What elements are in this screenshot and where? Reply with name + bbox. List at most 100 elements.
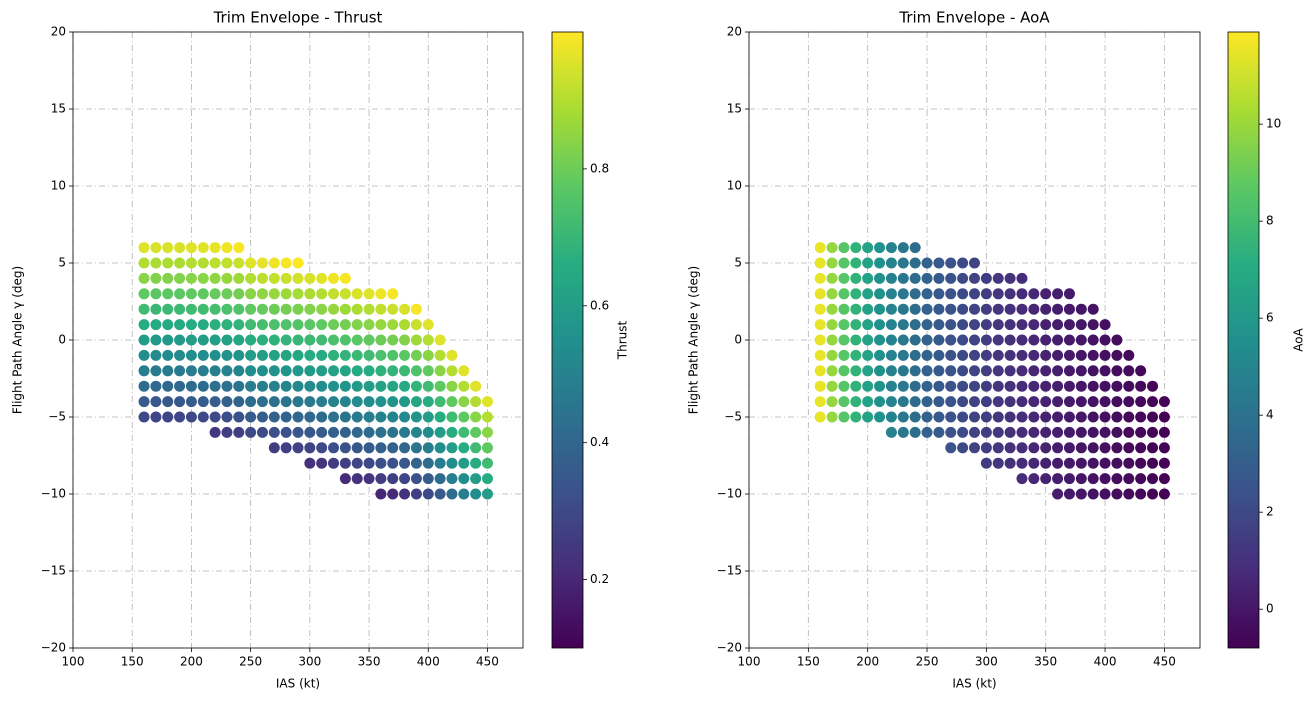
point: [162, 396, 174, 408]
point: [470, 457, 482, 469]
point: [256, 396, 268, 408]
point: [909, 242, 921, 254]
point: [185, 303, 197, 315]
x-tick-label: 100: [62, 655, 85, 669]
point: [1052, 396, 1064, 408]
point: [351, 380, 363, 392]
point: [221, 319, 233, 331]
point: [992, 457, 1004, 469]
point: [1004, 411, 1016, 423]
point: [256, 334, 268, 346]
point: [245, 365, 257, 377]
y-tick-label: 10: [51, 179, 66, 193]
point: [280, 442, 292, 454]
point: [862, 319, 874, 331]
point: [1111, 426, 1123, 438]
point: [1063, 365, 1075, 377]
point: [446, 396, 458, 408]
point: [1004, 272, 1016, 284]
point: [980, 426, 992, 438]
colorbar-tick-label: 8: [1266, 214, 1274, 228]
point: [862, 349, 874, 361]
point: [197, 349, 209, 361]
point: [174, 334, 186, 346]
point: [1016, 380, 1028, 392]
point: [814, 257, 826, 269]
point: [945, 426, 957, 438]
point: [292, 288, 304, 300]
point: [1135, 457, 1147, 469]
point: [221, 288, 233, 300]
point: [838, 334, 850, 346]
point: [909, 349, 921, 361]
point: [885, 257, 897, 269]
point: [885, 365, 897, 377]
point: [1052, 319, 1064, 331]
colorbar: [1228, 32, 1259, 648]
point: [410, 365, 422, 377]
colorbar-tick-label: 0.8: [590, 161, 609, 175]
point: [256, 380, 268, 392]
point: [1099, 473, 1111, 485]
point: [197, 411, 209, 423]
point: [292, 257, 304, 269]
point: [268, 257, 280, 269]
point: [1087, 365, 1099, 377]
point: [387, 396, 399, 408]
point: [221, 349, 233, 361]
point: [814, 334, 826, 346]
point: [387, 411, 399, 423]
point: [256, 272, 268, 284]
point: [174, 272, 186, 284]
point: [209, 272, 221, 284]
point: [233, 257, 245, 269]
point: [304, 288, 316, 300]
point: [387, 334, 399, 346]
point: [1052, 457, 1064, 469]
point: [969, 319, 980, 331]
point: [458, 396, 470, 408]
point: [221, 272, 233, 284]
point: [197, 288, 209, 300]
point: [1158, 411, 1170, 423]
point: [292, 319, 304, 331]
point: [838, 303, 850, 315]
point: [351, 319, 363, 331]
point: [957, 365, 969, 377]
point: [1135, 442, 1147, 454]
point: [292, 411, 304, 423]
point: [446, 457, 458, 469]
point: [280, 426, 292, 438]
point: [1087, 303, 1099, 315]
point: [209, 349, 221, 361]
point: [375, 396, 387, 408]
point: [363, 442, 375, 454]
point: [458, 411, 470, 423]
point: [233, 272, 245, 284]
point: [933, 288, 945, 300]
point: [138, 334, 150, 346]
point: [458, 457, 470, 469]
point: [351, 457, 363, 469]
point: [909, 319, 921, 331]
point: [268, 288, 280, 300]
point: [339, 380, 351, 392]
point: [909, 426, 921, 438]
x-axis-label: IAS (kt): [276, 677, 320, 691]
point: [1004, 288, 1016, 300]
point: [422, 442, 434, 454]
point: [921, 257, 933, 269]
point: [1099, 319, 1111, 331]
point: [470, 380, 482, 392]
point: [268, 303, 280, 315]
point: [909, 272, 921, 284]
point: [339, 288, 351, 300]
point: [339, 473, 351, 485]
point: [1004, 319, 1016, 331]
point: [1123, 426, 1135, 438]
point: [838, 319, 850, 331]
x-tick-label: 150: [797, 655, 820, 669]
point: [162, 242, 174, 254]
point: [980, 380, 992, 392]
